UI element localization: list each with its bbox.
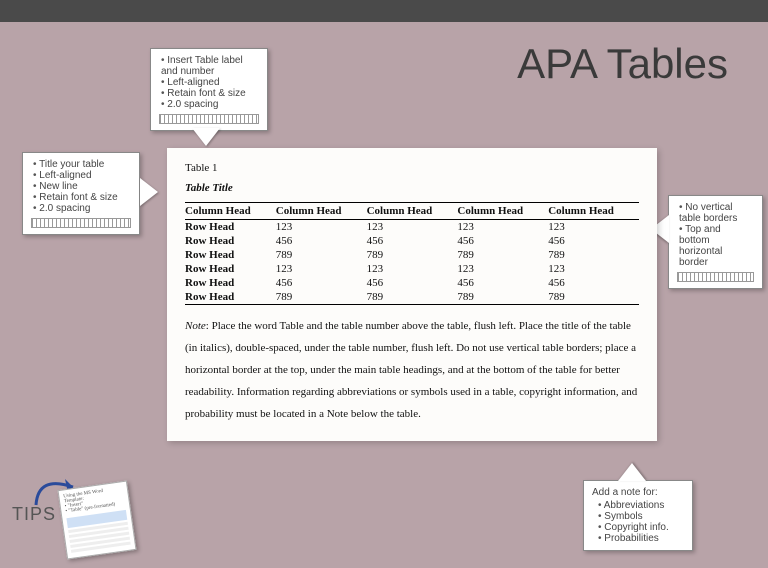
callout-top-item: 2.0 spacing [161, 99, 259, 110]
table-cell: Row Head [185, 220, 276, 235]
table-cell: 456 [457, 234, 548, 248]
table-cell: 789 [367, 248, 458, 262]
column-head: Column Head [185, 203, 276, 220]
table-cell: Row Head [185, 290, 276, 305]
table-cell: 789 [367, 290, 458, 305]
table-row: Row Head123123123123 [185, 220, 639, 235]
callout-top: Insert Table label and number Left-align… [150, 48, 268, 131]
column-head: Column Head [457, 203, 548, 220]
table-note: Note: Place the word Table and the table… [185, 315, 639, 425]
table-cell: 123 [548, 220, 639, 235]
callout-left-item: New line [33, 181, 131, 192]
table-cell: 456 [548, 276, 639, 290]
table-cell: Row Head [185, 234, 276, 248]
tips-label: TIPS [12, 504, 56, 525]
callout-bottom-item: Symbols [598, 511, 684, 522]
callout-left-item: Left-aligned [33, 170, 131, 181]
column-head: Column Head [276, 203, 367, 220]
table-cell: 123 [276, 262, 367, 276]
table-cell: 789 [276, 290, 367, 305]
callout-bottom-item: Copyright info. [598, 522, 684, 533]
callout-left-item: Title your table [33, 159, 131, 170]
table-cell: 123 [276, 220, 367, 235]
table-cell: 789 [548, 290, 639, 305]
table-cell: 789 [548, 248, 639, 262]
callout-top-pointer [192, 128, 220, 146]
note-label: Note [185, 320, 206, 332]
tips-thumbnail: Using the MS Word Template: • "Insert" •… [57, 480, 136, 559]
example-paper: Table 1 Table Title Column HeadColumn He… [167, 148, 657, 441]
callout-right: No vertical table borders Top and bottom… [668, 195, 763, 289]
table-cell: Row Head [185, 276, 276, 290]
table-cell: Row Head [185, 248, 276, 262]
table-row: Row Head789789789789 [185, 248, 639, 262]
callout-right-item: Top and bottom horizontal border [679, 224, 754, 268]
table-cell: 456 [276, 276, 367, 290]
table-row: Row Head789789789789 [185, 290, 639, 305]
callout-top-item: Retain font & size [161, 88, 259, 99]
callout-bottom-item: Probabilities [598, 533, 684, 544]
table-row: Row Head123123123123 [185, 262, 639, 276]
table-cell: 456 [457, 276, 548, 290]
table-title: Table Title [185, 182, 639, 194]
top-bar [0, 0, 768, 22]
callout-top-item: Insert Table label and number [161, 55, 259, 77]
callout-bottom-item: Abbreviations [598, 500, 684, 511]
table-cell: 456 [548, 234, 639, 248]
note-text: : Place the word Table and the table num… [185, 320, 637, 420]
callout-bottom-heading: Add a note for: [592, 487, 684, 498]
callout-left-item: 2.0 spacing [33, 203, 131, 214]
table-cell: 456 [367, 234, 458, 248]
table-label: Table 1 [185, 162, 639, 174]
table-cell: 123 [367, 220, 458, 235]
column-head: Column Head [367, 203, 458, 220]
table-cell: 456 [367, 276, 458, 290]
table-cell: 123 [367, 262, 458, 276]
column-head: Column Head [548, 203, 639, 220]
callout-top-item: Left-aligned [161, 77, 259, 88]
table-cell: 123 [457, 220, 548, 235]
callout-left-pointer [140, 178, 158, 206]
table-cell: Row Head [185, 262, 276, 276]
callout-bottom-pointer [618, 463, 646, 481]
callout-bottom: Add a note for: Abbreviations Symbols Co… [583, 480, 693, 551]
table-cell: 123 [457, 262, 548, 276]
table-row: Row Head456456456456 [185, 276, 639, 290]
callout-left-item: Retain font & size [33, 192, 131, 203]
callout-left: Title your table Left-aligned New line R… [22, 152, 140, 235]
table-cell: 789 [457, 290, 548, 305]
table-row: Row Head456456456456 [185, 234, 639, 248]
page-title: APA Tables [517, 40, 728, 88]
apa-table: Column HeadColumn HeadColumn HeadColumn … [185, 202, 639, 305]
table-cell: 789 [457, 248, 548, 262]
table-cell: 789 [276, 248, 367, 262]
table-cell: 123 [548, 262, 639, 276]
table-cell: 456 [276, 234, 367, 248]
callout-right-item: No vertical table borders [679, 202, 754, 224]
